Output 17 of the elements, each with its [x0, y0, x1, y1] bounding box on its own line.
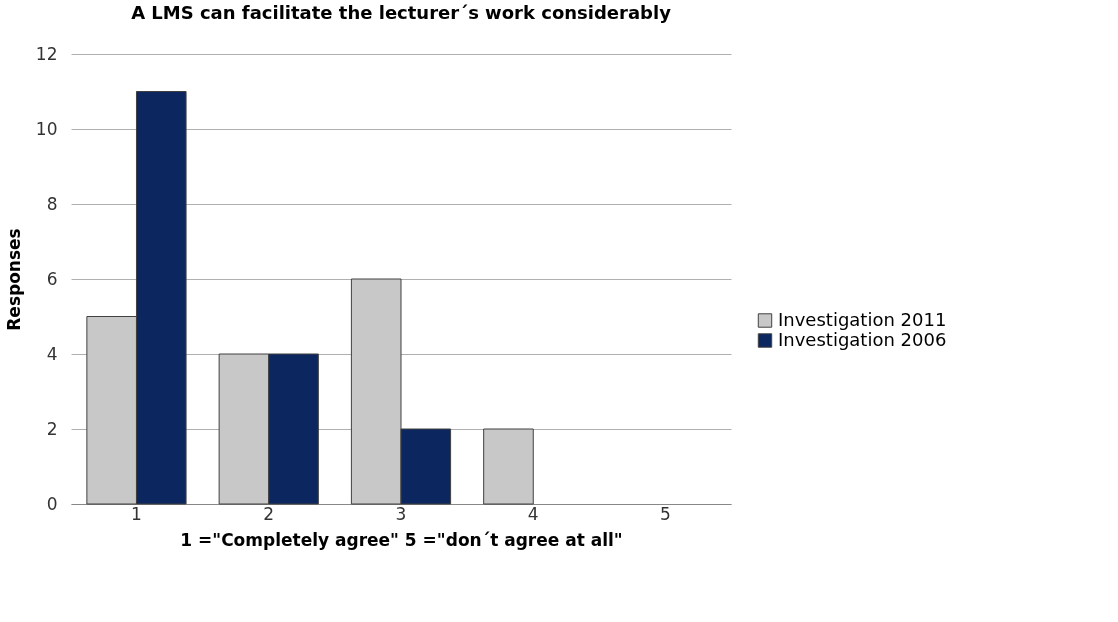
- y-tick-label: 8: [46, 193, 58, 214]
- y-tick-label: 12: [35, 43, 58, 64]
- x-tick-label: 3: [395, 503, 407, 524]
- y-tick-label: 6: [46, 268, 58, 289]
- x-axis-title: 1 ="Completely agree" 5 ="don´t agree at all": [180, 529, 623, 550]
- y-tick-label: 2: [46, 418, 58, 439]
- bar: [483, 428, 534, 505]
- x-tick-label: 2: [263, 503, 275, 524]
- x-tick-label: 4: [527, 503, 539, 524]
- x-tick-label: 5: [660, 503, 671, 524]
- chart-title: A LMS can facilitate the lecturer´s work considerably: [131, 2, 672, 23]
- y-tick-label: 0: [46, 493, 58, 514]
- y-tick-label: 10: [35, 118, 58, 139]
- legend-label: Investigation 2011: [778, 308, 947, 330]
- y-tick-label: 4: [46, 343, 58, 364]
- x-tick-label: 1: [131, 503, 142, 524]
- y-axis-title: Responses: [3, 228, 24, 331]
